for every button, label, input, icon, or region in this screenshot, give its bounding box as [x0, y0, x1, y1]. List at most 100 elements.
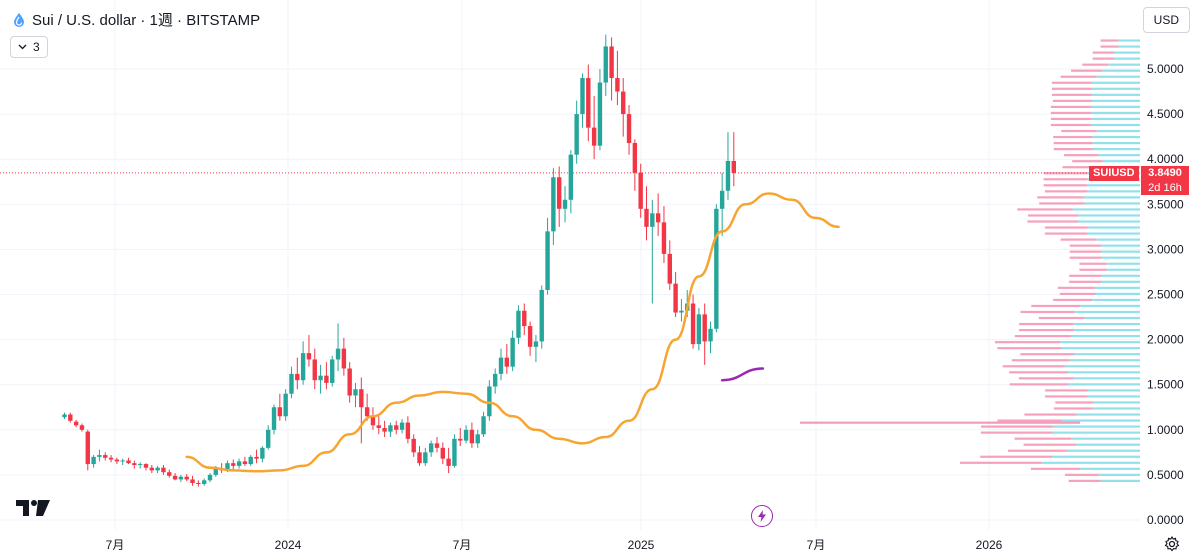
volume-profile-down-bar	[980, 455, 1053, 458]
candle-body	[463, 429, 469, 441]
volume-profile-up-bar	[1052, 431, 1140, 434]
candle-body	[545, 231, 550, 290]
candle-body	[347, 368, 352, 396]
volume-profile-down-bar	[1071, 69, 1103, 72]
volume-profile-down-bar	[1017, 208, 1073, 211]
volume-profile-up-bar	[1074, 310, 1140, 314]
volume-profile-up-bar	[1084, 202, 1140, 205]
x-axis-tick-label: 7月	[453, 538, 472, 552]
volume-profile-up-bar	[1073, 322, 1140, 326]
gear-icon[interactable]	[1164, 536, 1180, 552]
volume-profile-up-bar	[1090, 123, 1140, 127]
candle-body	[551, 177, 556, 232]
volume-profile-up-bar	[1052, 425, 1140, 428]
candle-body	[91, 456, 96, 465]
volume-profile-up-bar	[1106, 262, 1140, 265]
indicators-toggle-button[interactable]: 3	[10, 36, 48, 58]
volume-profile-down-bar	[1002, 365, 1065, 368]
volume-profile-down-bar	[1031, 304, 1081, 308]
volume-profile-up-bar	[1096, 129, 1140, 133]
candle-body	[295, 373, 300, 381]
candle-body	[644, 208, 649, 227]
y-axis-tick-label: 5.0000	[1147, 62, 1184, 76]
volume-profile-down-bar	[1050, 123, 1091, 127]
candle-body	[399, 422, 405, 430]
candle-body	[266, 429, 271, 448]
volume-profile-up-bar	[1101, 250, 1140, 253]
lightning-icon[interactable]	[751, 505, 773, 527]
candle-body	[370, 416, 376, 426]
volume-profile-down-bar	[1069, 250, 1102, 253]
volume-profile-up-bar	[1078, 220, 1140, 223]
indicator-count: 3	[33, 40, 40, 54]
candle-body	[242, 461, 248, 465]
volume-profile-up-bar	[1067, 449, 1140, 452]
volume-profile-down-bar	[1052, 99, 1093, 102]
candle-body	[254, 456, 259, 459]
candle-body	[143, 464, 149, 468]
volume-profile-down-bar	[1037, 196, 1084, 199]
candle-body	[300, 353, 306, 381]
candle-body	[708, 328, 713, 342]
x-axis-tick-label: 2024	[275, 538, 302, 552]
volume-profile-up-bar	[1084, 316, 1140, 320]
price-label-value: 3.8490	[1141, 166, 1189, 181]
candle-body	[469, 429, 475, 444]
volume-profile-up-bar	[1073, 328, 1140, 332]
x-axis-tick-label: 2025	[628, 538, 655, 552]
volume-profile-down-bar	[1069, 244, 1102, 247]
x-axis-tick-label: 7月	[807, 538, 826, 552]
currency-button[interactable]: USD	[1142, 7, 1190, 33]
y-axis-tick-label: 4.5000	[1147, 107, 1184, 121]
candle-body	[103, 455, 108, 458]
volume-profile-down-bar	[1050, 117, 1091, 121]
volume-profile-up-bar	[1118, 45, 1140, 48]
volume-profile-up-bar	[1092, 141, 1140, 145]
candle-body	[667, 253, 672, 284]
volume-profile-up-bar	[1071, 437, 1140, 440]
volume-profile-up-bar	[1092, 99, 1140, 102]
tradingview-logo-icon[interactable]	[16, 498, 50, 518]
volume-profile-up-bar	[1113, 51, 1140, 54]
candle-body	[62, 414, 67, 418]
y-axis-tick-label: 1.0000	[1147, 423, 1184, 437]
candle-body	[73, 421, 79, 426]
volume-profile-down-bar	[1057, 286, 1095, 289]
candle-body	[638, 172, 643, 209]
volume-profile-down-bar	[1053, 141, 1093, 145]
volume-profile-up-bar	[1094, 286, 1140, 289]
candle-body	[510, 337, 515, 367]
candle-body	[126, 460, 131, 464]
candle-body	[690, 303, 696, 345]
candle-body	[330, 359, 335, 383]
candle-body	[132, 463, 137, 465]
candle-body	[516, 310, 521, 338]
volume-profile-up-bar	[1118, 39, 1140, 42]
volume-profile-down-bar	[1044, 226, 1088, 229]
volume-profile-up-bar	[1073, 377, 1140, 380]
candle-body	[603, 46, 608, 83]
volume-profile-down-bar	[1060, 238, 1097, 241]
candle-body	[388, 425, 393, 432]
volume-profile-down-bar	[1044, 190, 1088, 193]
candle-body	[434, 443, 440, 448]
volume-profile-up-bar	[1061, 347, 1140, 350]
volume-profile-down-bar	[1020, 353, 1075, 356]
volume-profile-down-bar	[1050, 105, 1091, 108]
volume-profile-up-bar	[1075, 443, 1140, 446]
volume-profile-down-bar	[1045, 389, 1088, 392]
candle-body	[394, 425, 399, 430]
candle-body	[382, 427, 387, 432]
volume-profile-down-bar	[1014, 335, 1072, 338]
volume-profile-up-bar	[1091, 87, 1140, 90]
volume-profile-down-bar	[1011, 359, 1070, 362]
candle-body	[673, 283, 678, 313]
volume-profile-up-bar	[1060, 341, 1140, 344]
volume-profile-down-bar	[1023, 443, 1076, 446]
volume-profile-down-bar	[1043, 184, 1087, 187]
volume-profile-up-bar	[1090, 105, 1140, 108]
volume-profile-up-bar	[1074, 353, 1140, 356]
symbol-title[interactable]: Sui / U.S. dollar · 1週 · BITSTAMP	[32, 12, 261, 29]
